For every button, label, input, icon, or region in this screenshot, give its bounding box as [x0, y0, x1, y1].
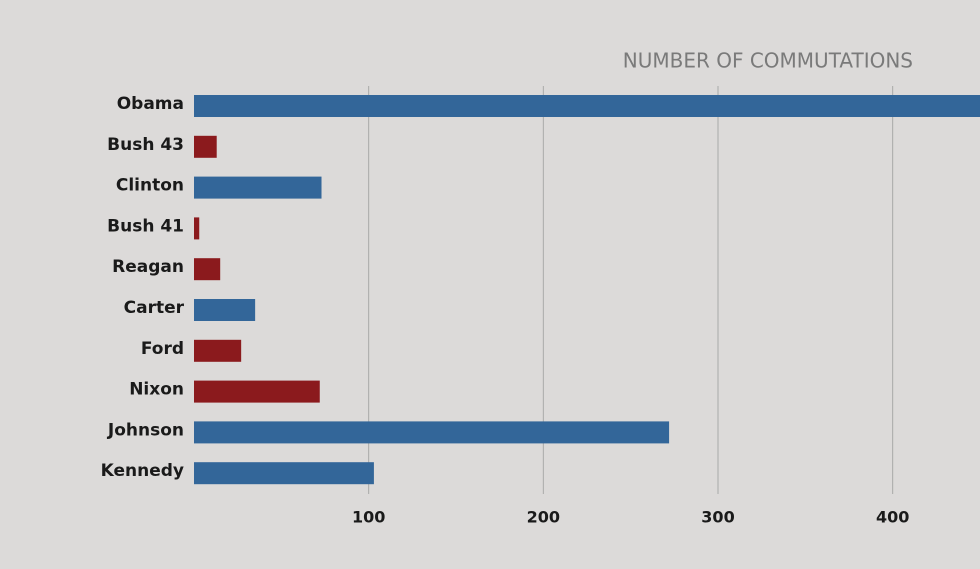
y-tick-label: Reagan: [112, 257, 184, 277]
y-tick-label: Carter: [124, 298, 185, 318]
bar: [194, 299, 256, 321]
bar: [194, 421, 670, 444]
bar: [194, 176, 322, 199]
y-tick-label: Johnson: [107, 420, 184, 440]
x-tick-label: 300: [701, 508, 734, 527]
y-tick-label: Ford: [141, 339, 184, 359]
y-tick-label: Bush 41: [107, 216, 184, 236]
x-tick-label: 100: [352, 508, 385, 527]
y-tick-label: Clinton: [116, 176, 184, 196]
y-tick-label: Kennedy: [101, 461, 184, 481]
bar: [194, 258, 221, 281]
x-tick-label: 200: [527, 508, 560, 527]
bar: [194, 217, 200, 240]
x-tick-label: 400: [876, 508, 909, 527]
bar: [194, 95, 980, 117]
y-tick-label: Obama: [117, 94, 184, 114]
y-tick-label: Nixon: [129, 380, 184, 400]
bar: [194, 339, 242, 362]
bar: [194, 462, 374, 485]
y-tick-label: Bush 43: [107, 135, 184, 155]
bar: [194, 380, 320, 403]
bar: [194, 135, 217, 158]
chart-title: NUMBER OF COMMUTATIONS: [623, 49, 913, 73]
